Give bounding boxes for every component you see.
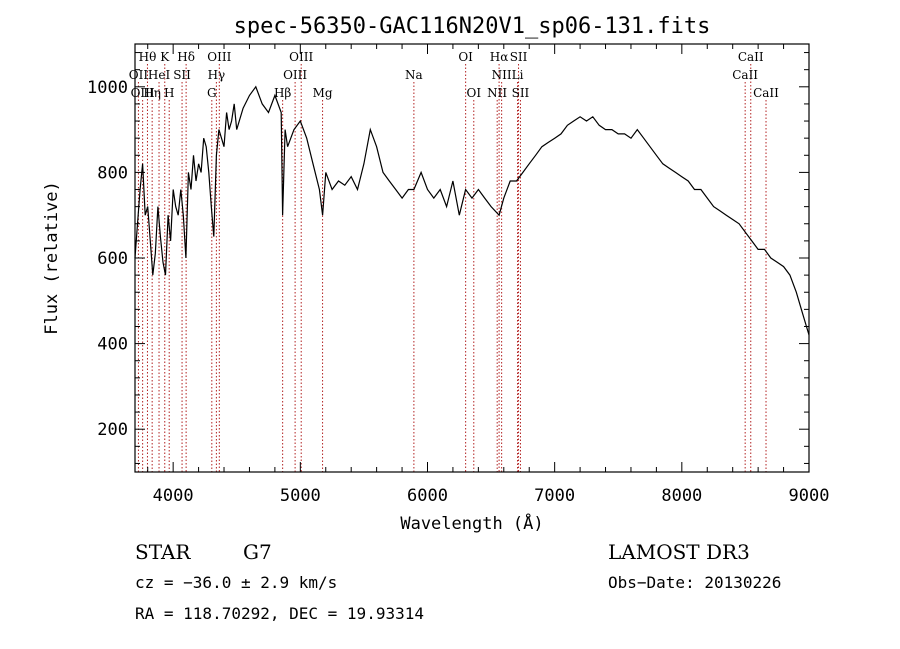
marker-label: Hθ [139,50,157,64]
marker-label: OIII [131,86,155,100]
x-tick-label: 4000 [153,486,194,506]
marker-label: H [164,86,174,100]
marker-label: Hγ [208,68,226,82]
spectrum-line [134,85,810,336]
chart-title: spec-56350-GAC116N20V1_sp06-131.fits [234,14,711,39]
survey-name: LAMOST DR3 [608,540,750,564]
observation-date: Obs−Date: 20130226 [608,573,781,592]
line-markers [137,64,767,472]
marker-label: CaII [732,68,758,82]
x-axis-ticks: 4000 5000 6000 7000 8000 9000 [147,44,830,506]
marker-label: Hα [490,50,509,64]
x-tick-label: 6000 [407,486,448,506]
marker-label: Hδ [177,50,195,64]
plot-frame [134,43,810,473]
coordinates: RA = 118.70292, DEC = 19.93314 [135,604,424,623]
x-tick-label: 5000 [280,486,321,506]
marker-label: CaII [753,86,779,100]
marker-label: OII [129,68,149,82]
marker-label: Li [512,68,524,82]
y-tick-label: 200 [97,420,128,440]
marker-label: OIII [283,68,307,82]
y-tick-label: 400 [97,335,128,355]
marker-label: OI [458,50,473,64]
spectral-subclass: G7 [243,540,272,564]
marker-label: HeI [148,68,171,82]
x-tick-label: 8000 [661,486,702,506]
marker-label: Hβ [274,86,291,100]
x-tick-label: 7000 [534,486,575,506]
redshift-velocity: cz = −36.0 ± 2.9 km/s [135,573,337,592]
y-axis-label: Flux (relative) [42,181,62,335]
line-marker-labels: Hθ OII OIII K HeI Hη SII H Hδ OIII Hγ G Hβ OIII OIII Mg… [129,50,779,100]
y-tick-label: 800 [97,163,128,183]
marker-label: OI [466,86,481,100]
marker-label: OIII [289,50,313,64]
marker-label: Hη [143,86,161,100]
marker-label: SII [512,86,530,100]
y-tick-label: 600 [97,249,128,269]
y-axis-ticks: 200 400 600 800 1000 [87,52,809,464]
x-axis-label: Wavelength (Å) [400,512,543,534]
y-tick-label: 1000 [87,78,128,98]
marker-label: SII [173,68,191,82]
marker-label: NII [492,68,512,82]
marker-label: Na [405,68,423,82]
marker-label: K [160,50,170,64]
marker-label: Mg [313,86,333,100]
marker-label: CaII [738,50,764,64]
object-class: STAR [135,540,191,564]
x-tick-label: 9000 [789,486,830,506]
marker-label: NII [487,86,507,100]
marker-label: OIII [207,50,231,64]
marker-label: SII [510,50,528,64]
marker-label: G [207,86,217,100]
